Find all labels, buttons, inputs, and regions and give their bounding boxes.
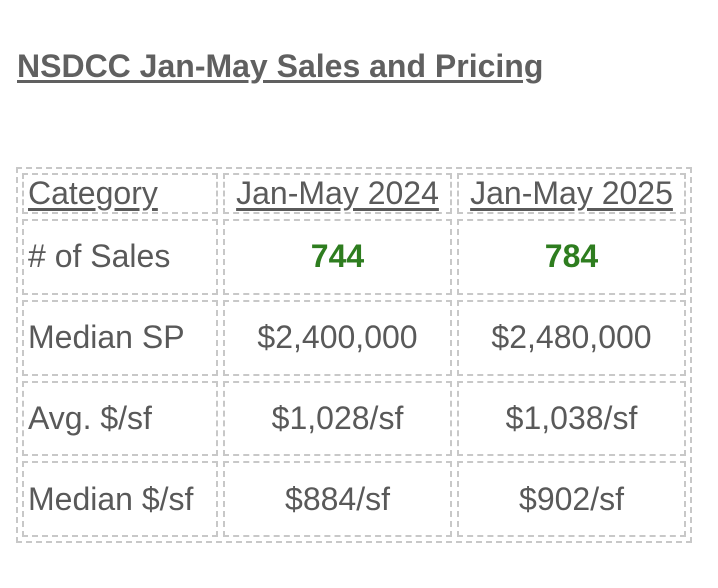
table-row: Median SP $2,400,000 $2,480,000 xyxy=(22,299,686,376)
row-label-median-psf: Median $/sf xyxy=(22,461,218,537)
avg-psf-2025-value: $1,038/sf xyxy=(457,380,686,457)
header-jan-may-2024: Jan-May 2024 xyxy=(223,173,452,214)
row-label-avg-psf: Avg. $/sf xyxy=(22,380,218,457)
table-row: Median $/sf $884/sf $902/sf xyxy=(22,461,686,537)
sales-pricing-table-wrapper: Category Jan-May 2024 Jan-May 2025 # of … xyxy=(16,167,692,543)
page-title: NSDCC Jan-May Sales and Pricing xyxy=(17,48,544,84)
table-header-row: Category Jan-May 2024 Jan-May 2025 xyxy=(22,173,686,214)
sales-2024-value: 744 xyxy=(223,219,452,295)
row-label-median-sp: Median SP xyxy=(22,299,218,376)
median-sp-2024-value: $2,400,000 xyxy=(223,299,452,376)
median-psf-2025-value: $902/sf xyxy=(457,461,686,537)
row-label-sales: # of Sales xyxy=(22,219,218,295)
median-sp-2025-value: $2,480,000 xyxy=(457,299,686,376)
sales-2025-value: 784 xyxy=(457,219,686,295)
median-psf-2024-value: $884/sf xyxy=(223,461,452,537)
sales-pricing-table: Category Jan-May 2024 Jan-May 2025 # of … xyxy=(17,168,691,542)
table-row: # of Sales 744 784 xyxy=(22,219,686,295)
table-row: Avg. $/sf $1,028/sf $1,038/sf xyxy=(22,380,686,457)
header-category: Category xyxy=(22,173,218,214)
avg-psf-2024-value: $1,028/sf xyxy=(223,380,452,457)
header-jan-may-2025: Jan-May 2025 xyxy=(457,173,686,214)
